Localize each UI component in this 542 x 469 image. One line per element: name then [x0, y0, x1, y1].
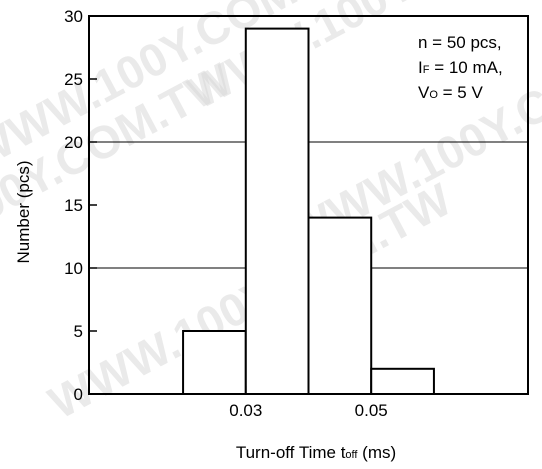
bar: [307, 216, 373, 395]
y-axis-label: Number (pcs): [14, 161, 33, 264]
bar: [182, 330, 247, 395]
bar: [244, 27, 310, 395]
x-tick-label: 0.05: [355, 401, 388, 420]
y-tick-label: 30: [64, 7, 83, 26]
x-axis-label-unit: (ms): [357, 443, 396, 462]
x-axis-label: Turn-off Time toff (ms): [236, 443, 396, 462]
x-tick-label: 0.03: [229, 401, 262, 420]
y-axis-ticks: 0 5 10 15 20 25 30: [64, 7, 97, 404]
annotation-line-2: IF = 10 mA,: [418, 58, 503, 77]
y-tick-label: 10: [64, 259, 83, 278]
x-axis-ticks: 0.03 0.05: [229, 386, 388, 420]
y-tick-label: 25: [64, 70, 83, 89]
y-tick-label: 20: [64, 133, 83, 152]
x-axis-label-main: Turn-off Time t: [236, 443, 346, 462]
y-tick-label: 15: [64, 196, 83, 215]
annotation-line-3: VO = 5 V: [418, 83, 483, 102]
y-tick-label: 5: [74, 322, 83, 341]
annotation-box: n = 50 pcs, IF = 10 mA, VO = 5 V: [418, 33, 503, 102]
y-tick-label: 0: [74, 385, 83, 404]
bars: [182, 27, 435, 395]
x-axis-label-sub: off: [345, 449, 358, 461]
bar: [370, 367, 435, 395]
annotation-line-1: n = 50 pcs,: [418, 33, 502, 52]
